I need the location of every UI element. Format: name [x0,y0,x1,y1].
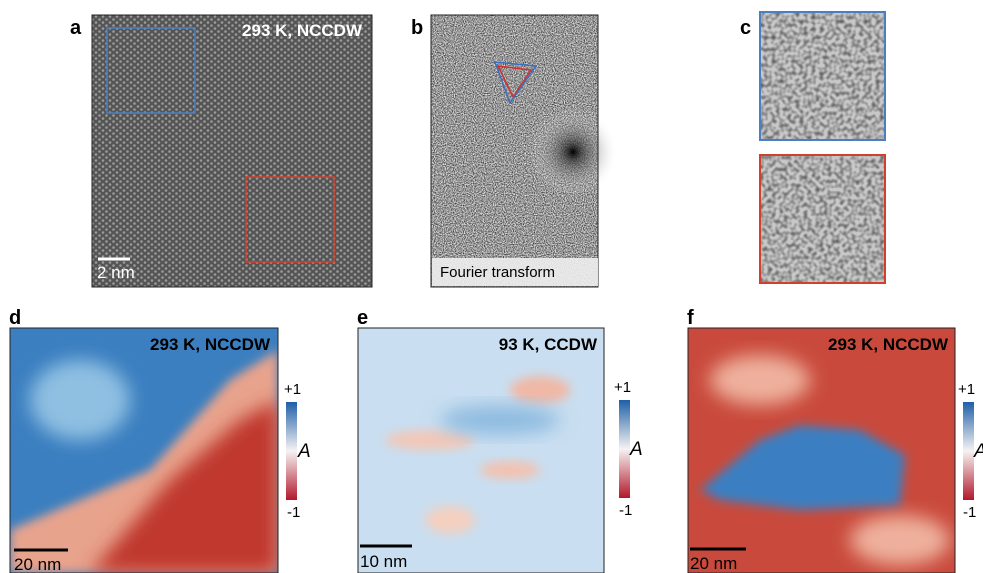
panel-label: f [687,307,694,329]
crop-noise [760,155,885,283]
panel-label: a [70,17,82,39]
caption: Fourier transform [440,264,555,281]
stm-image [92,15,372,287]
scale-bar-label: 2 nm [97,263,135,282]
colorbar-max: +1 [614,379,631,396]
figure: a 293 K, NCCDW 2 nm b Fourier transform … [0,0,983,573]
panel-title: 293 K, NCCDW [242,21,363,40]
panel-title: 93 K, CCDW [499,335,598,354]
colorbar-symbol: A [973,441,983,462]
amplitude-map [10,328,278,573]
panel-title: 293 K, NCCDW [828,335,949,354]
panel-label: b [411,17,423,39]
colorbar-max: +1 [284,381,301,398]
colorbar-symbol: A [297,441,311,462]
colorbar-min: -1 [287,504,300,521]
scale-bar-label: 10 nm [360,552,407,571]
colorbar [286,402,297,500]
scale-bar-label: 20 nm [690,554,737,573]
colorbar-min: -1 [619,502,632,519]
panel-label: e [357,307,368,329]
crop-noise [760,12,885,140]
colorbar-symbol: A [629,439,643,460]
colorbar [963,402,974,500]
colorbar [619,400,630,498]
panel-title: 293 K, NCCDW [150,335,271,354]
fft-center [528,107,618,197]
amplitude-map [358,328,604,573]
amplitude-map [688,328,955,573]
colorbar-max: +1 [958,381,975,398]
panel-label: c [740,17,751,39]
panel-label: d [9,307,21,329]
colorbar-min: -1 [963,504,976,521]
scale-bar-label: 20 nm [14,555,61,573]
